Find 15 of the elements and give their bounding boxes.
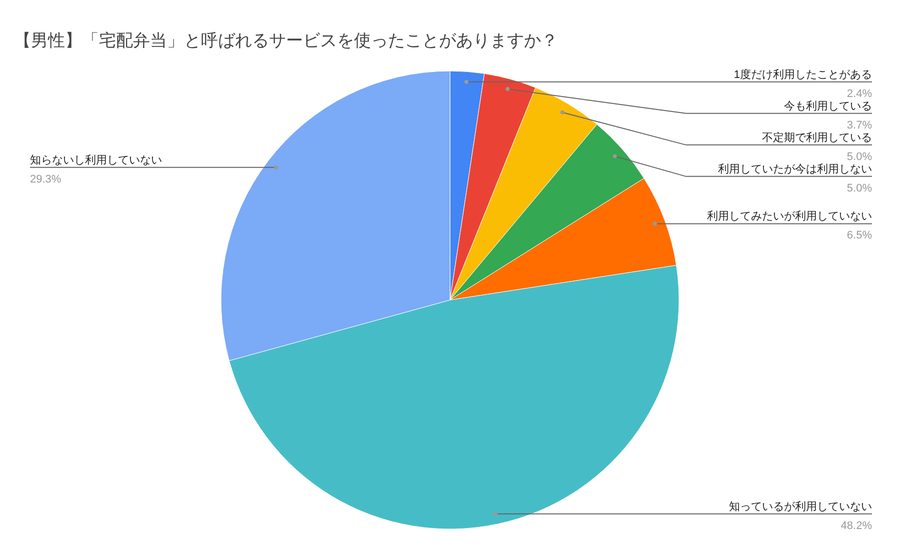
- data-label: 3.7%: [846, 119, 872, 132]
- slice-label: 知らないし利用していない: [30, 153, 162, 166]
- data-label: 5.0%: [846, 150, 872, 163]
- slice-label: 今も利用している: [784, 99, 872, 112]
- slice-label: 利用していたが今は利用しない: [718, 162, 872, 176]
- data-label: 5.0%: [846, 182, 872, 194]
- slice-label: 1度だけ利用したことがある: [734, 68, 872, 81]
- data-label: 29.3%: [30, 173, 62, 186]
- slice-label: 利用してみたいが利用していない: [707, 210, 872, 223]
- chart-title: 【男性】「宅配弁当」と呼ばれるサービスを使ったことがありますか？: [14, 31, 558, 50]
- data-label: 2.4%: [846, 88, 872, 100]
- data-label: 6.5%: [846, 230, 872, 242]
- slice-label: 不定期で利用している: [762, 130, 872, 144]
- data-label: 48.2%: [840, 520, 872, 532]
- slice-label: 知っているが利用していない: [729, 500, 872, 513]
